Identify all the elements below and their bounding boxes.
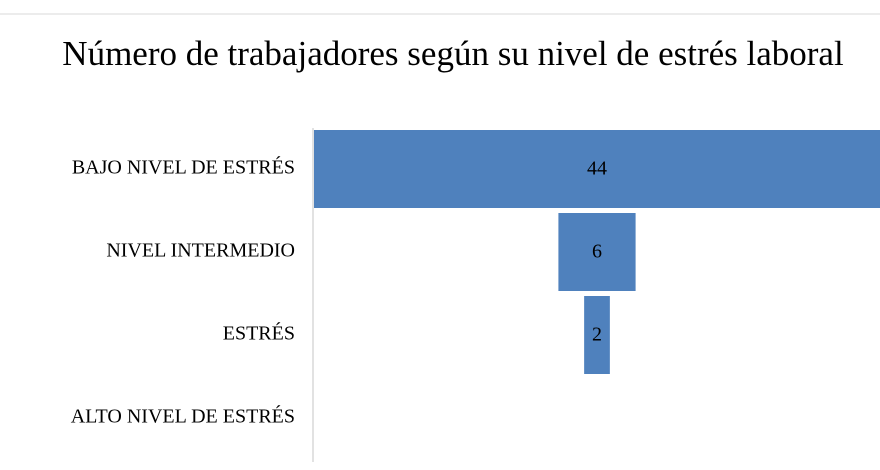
chart-title: Número de trabajadores según su nivel de…	[62, 34, 844, 73]
category-label: ESTRÉS	[223, 322, 295, 345]
value-label: 44	[587, 158, 607, 180]
value-label: 2	[592, 324, 602, 346]
funnel-bar	[584, 296, 610, 374]
funnel-bar	[314, 130, 880, 208]
value-label: 6	[592, 241, 602, 263]
category-label: BAJO NIVEL DE ESTRÉS	[72, 156, 295, 179]
category-label: NIVEL INTERMEDIO	[106, 240, 295, 262]
funnel-bar	[558, 213, 636, 291]
category-label: ALTO NIVEL DE ESTRÉS	[71, 405, 295, 428]
